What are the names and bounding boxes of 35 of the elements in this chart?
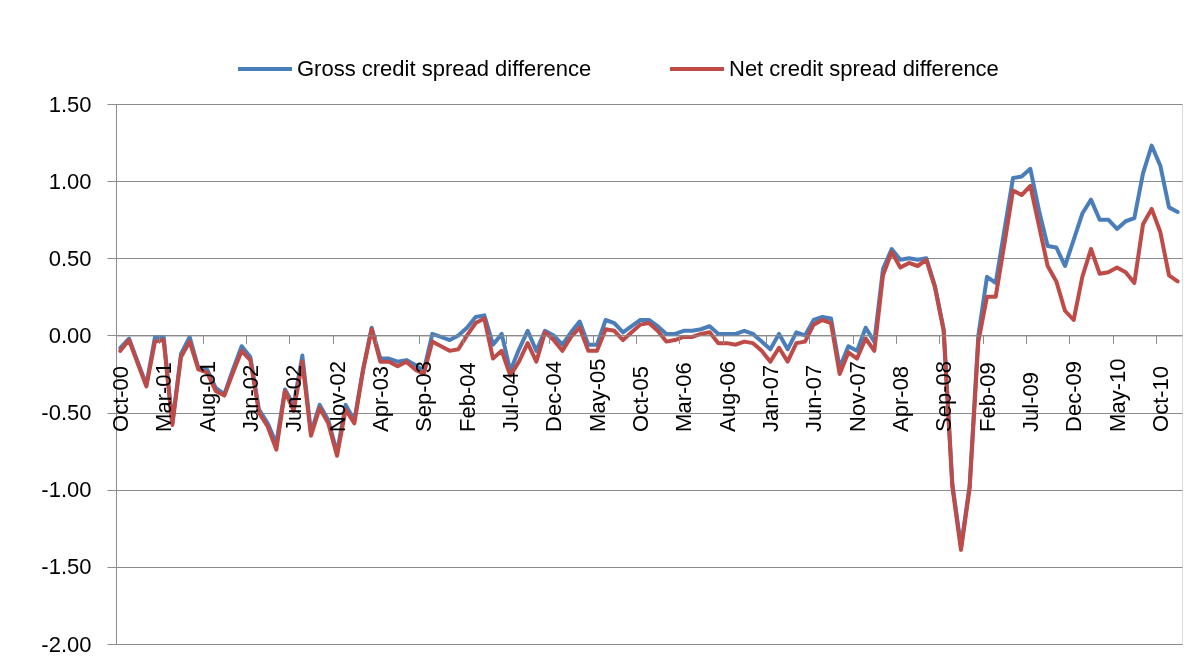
y-tick-label: 0.00 bbox=[48, 322, 92, 348]
x-tick-label: Oct-10 bbox=[1147, 365, 1173, 432]
y-tick-label: -0.50 bbox=[41, 400, 92, 426]
x-tick-label: Feb-09 bbox=[974, 362, 1000, 432]
x-tick-label: May-10 bbox=[1104, 358, 1130, 432]
x-tick-label: Sep-08 bbox=[931, 360, 957, 432]
x-tick-label: Dec-09 bbox=[1061, 361, 1087, 432]
x-tick-label: Oct-05 bbox=[627, 365, 653, 432]
x-tick-label: Feb-04 bbox=[454, 362, 480, 432]
x-tick-label: Apr-08 bbox=[887, 365, 913, 432]
x-tick-label: Aug-01 bbox=[194, 360, 220, 432]
x-tick-label: Jan-07 bbox=[757, 364, 783, 432]
y-tick-label: -2.00 bbox=[41, 631, 92, 657]
y-tick-label: -1.50 bbox=[41, 554, 92, 580]
x-tick-label: Jul-09 bbox=[1017, 372, 1043, 432]
x-tick-label: Jun-02 bbox=[281, 364, 307, 432]
x-tick-label: Nov-07 bbox=[844, 361, 870, 432]
legend-label: Net credit spread difference bbox=[729, 56, 999, 81]
y-tick-label: 0.50 bbox=[48, 245, 92, 271]
x-tick-label: May-05 bbox=[584, 358, 610, 432]
x-tick-label: Mar-06 bbox=[671, 362, 697, 432]
y-tick-label: 1.50 bbox=[48, 91, 92, 117]
x-tick-label: Aug-06 bbox=[714, 360, 740, 432]
x-tick-label: Mar-01 bbox=[151, 362, 177, 432]
x-tick-label: Jun-07 bbox=[801, 364, 827, 432]
y-tick-label: -1.00 bbox=[41, 477, 92, 503]
x-tick-label: Apr-03 bbox=[367, 365, 393, 432]
x-tick-label: Jul-04 bbox=[497, 372, 523, 432]
legend-label: Gross credit spread difference bbox=[297, 56, 592, 81]
x-tick-label: Nov-02 bbox=[324, 361, 350, 432]
x-tick-label: Dec-04 bbox=[541, 361, 567, 432]
y-tick-label: 1.00 bbox=[48, 168, 92, 194]
x-tick-label: Oct-00 bbox=[107, 365, 133, 432]
x-tick-label: Jan-02 bbox=[237, 364, 263, 432]
x-tick-label: Sep-03 bbox=[411, 360, 437, 432]
